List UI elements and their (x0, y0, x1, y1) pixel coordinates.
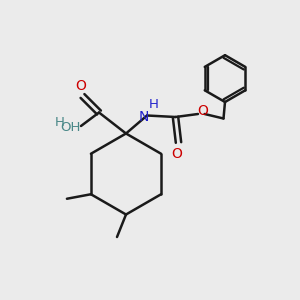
Text: O: O (76, 79, 86, 93)
Text: N: N (139, 110, 149, 124)
Text: H: H (148, 98, 158, 111)
Text: H: H (55, 116, 65, 130)
Text: OH: OH (60, 121, 81, 134)
Text: O: O (172, 147, 182, 161)
Text: O: O (197, 104, 208, 118)
